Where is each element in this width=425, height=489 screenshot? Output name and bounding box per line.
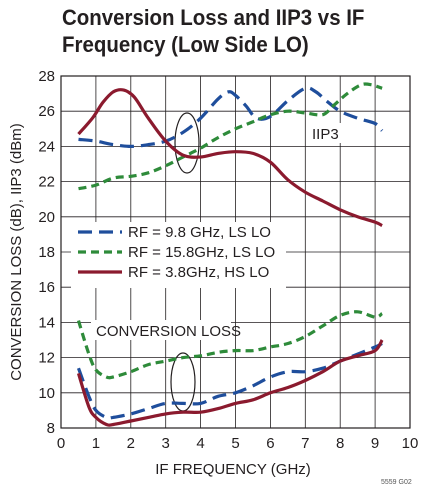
- y-tick-label-3: 14: [38, 314, 55, 331]
- legend-label-1: RF = 15.8GHz, LS LO: [128, 244, 275, 261]
- y-axis-label: CONVERSION LOSS (dB), IIP3 (dBm): [8, 123, 25, 381]
- legend-label-2: RF = 3.8GHz, HS LO: [128, 264, 269, 281]
- y-tick-label-7: 22: [38, 174, 55, 191]
- x-tick-label-8: 8: [336, 435, 344, 452]
- y-tick-label-4: 16: [38, 279, 55, 296]
- legend-label-0: RF = 9.8 GHz, LS LO: [128, 224, 271, 241]
- series-2-iip3-line: [77, 88, 383, 228]
- y-tick-label-6: 20: [38, 209, 55, 226]
- x-tick-label-2: 2: [127, 435, 135, 452]
- chart-title-line-1: Conversion Loss and IIP3 vs IF: [62, 5, 365, 30]
- y-tick-label-5: 18: [38, 244, 55, 261]
- figure-code: 5559 G02: [381, 479, 412, 486]
- series-curves: [76, 82, 384, 427]
- x-tick-label-7: 7: [301, 435, 309, 452]
- iip3-group-ellipse: [174, 112, 200, 174]
- x-tick-label-0: 0: [57, 435, 65, 452]
- x-tick-label-1: 1: [92, 435, 100, 452]
- y-tick-label-8: 24: [38, 138, 55, 155]
- x-tick-label-4: 4: [196, 435, 204, 452]
- series-1-iip3-line: [78, 82, 383, 191]
- x-tick-label-5: 5: [231, 435, 239, 452]
- y-tick-label-2: 12: [38, 350, 55, 367]
- y-tick-label-1: 10: [38, 385, 55, 402]
- series-0-conversion-loss-line: [76, 342, 383, 420]
- y-tick-label-9: 26: [38, 103, 55, 120]
- series-1-conversion-loss-line: [76, 310, 384, 380]
- x-tick-label-3: 3: [162, 435, 170, 452]
- x-tick-label-9: 9: [371, 435, 379, 452]
- x-tick-label-10: 10: [402, 435, 419, 452]
- legend: RF = 9.8 GHz, LS LO RF = 15.8GHz, LS LO RF…: [71, 222, 286, 288]
- plot-frame: [60, 75, 411, 429]
- conversion-loss-label: CONVERSION LOSS: [96, 323, 241, 340]
- y-tick-label-10: 28: [38, 68, 55, 85]
- iip3-label-bg: [309, 123, 347, 143]
- grid: [61, 76, 410, 428]
- x-tick-label-6: 6: [266, 435, 274, 452]
- conversion-loss-label-bg: [91, 320, 231, 340]
- y-tick-label-0: 8: [47, 420, 55, 437]
- chart-title-line-2: Frequency (Low Side LO): [62, 32, 309, 57]
- iip3-label: IIP3: [312, 126, 339, 143]
- series-2-conversion-loss-line: [76, 339, 384, 427]
- x-axis-label: IF FREQUENCY (GHz): [155, 461, 311, 478]
- chart-title: Conversion Loss and IIP3 vs IF Frequency…: [62, 4, 388, 58]
